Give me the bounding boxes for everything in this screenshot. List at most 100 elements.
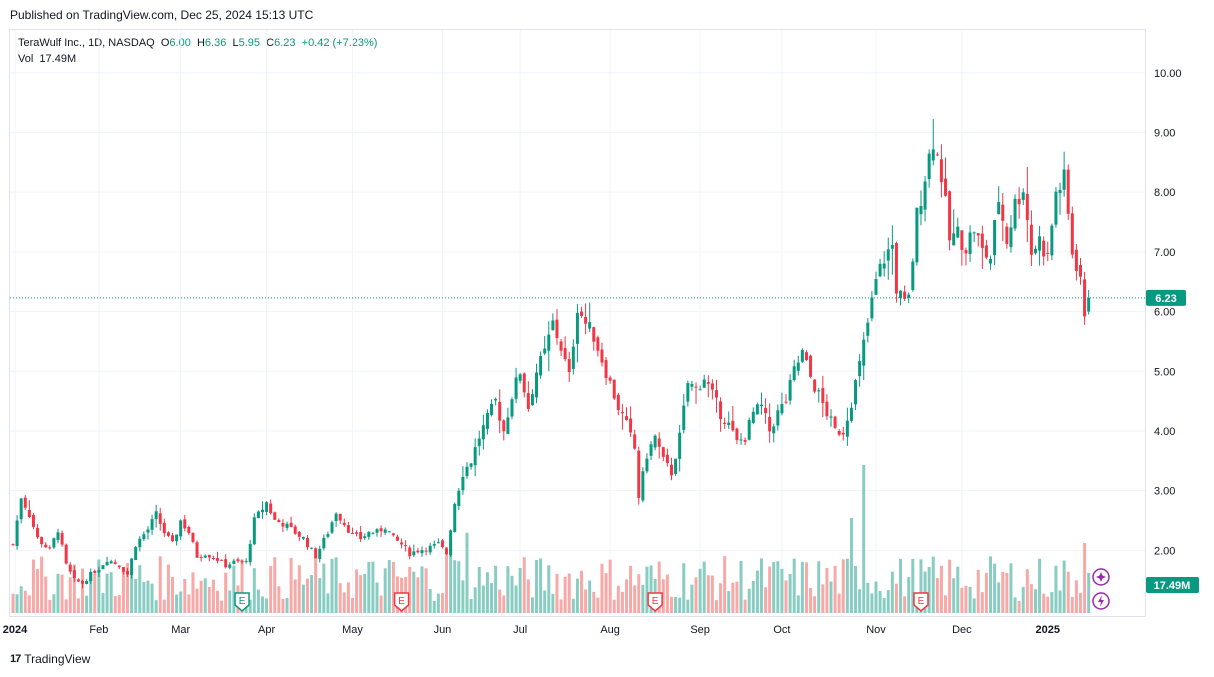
volume-bar (240, 559, 244, 613)
volume-bar (436, 593, 440, 613)
volume-bar (518, 567, 522, 613)
y-tick-label: 3.00 (1154, 486, 1175, 498)
volume-bar (596, 597, 600, 613)
candle-body (563, 348, 567, 360)
candle-body (792, 366, 796, 381)
volume-bar (113, 596, 117, 613)
volume-bar (817, 561, 821, 613)
candle-body (477, 438, 481, 447)
candle-body (334, 513, 338, 522)
volume-bar (800, 561, 804, 613)
volume-badge (1146, 577, 1199, 593)
volume-bar (44, 576, 48, 613)
candle-body (150, 519, 154, 530)
volume-bar (886, 590, 890, 613)
volume-bar (841, 559, 845, 613)
volume-bar (821, 584, 825, 613)
candle-body (281, 522, 285, 527)
candle-body (657, 438, 661, 447)
volume-bar (498, 589, 502, 613)
candle-body (346, 525, 350, 533)
candle-body (387, 531, 391, 533)
volume-bar (1001, 571, 1005, 613)
volume-bar (506, 566, 510, 613)
volume-bar (81, 568, 85, 613)
volume-bar (1025, 569, 1029, 613)
volume-bar (1038, 558, 1042, 613)
candle-body (485, 413, 489, 429)
earnings-marker-label: E (239, 596, 246, 607)
volume-bar (1083, 543, 1087, 613)
volume-bar (555, 573, 559, 613)
candle-body (183, 519, 187, 529)
volume-bar (203, 578, 207, 613)
candle-body (408, 547, 412, 557)
volume-bar (416, 577, 420, 613)
candle-body (833, 416, 837, 428)
candle-body (526, 393, 530, 409)
candle-body (915, 207, 919, 263)
volume-bar (1066, 571, 1070, 613)
candle-body (825, 401, 829, 417)
candle-body (1013, 198, 1017, 229)
volume-bar (383, 568, 387, 613)
x-tick-label: Feb (89, 624, 108, 636)
candle-body (236, 559, 240, 562)
volume-bar (338, 583, 342, 613)
candle-body (735, 428, 739, 441)
candle-body (154, 511, 158, 519)
candle-body (939, 159, 943, 183)
candle-body (203, 555, 207, 558)
volume-bar (710, 575, 714, 613)
candle-body (1029, 224, 1033, 255)
volume-bar (776, 561, 780, 613)
volume-bar (428, 588, 432, 613)
candle-body (874, 279, 878, 295)
volume-bar (600, 563, 604, 613)
candle-body (93, 571, 97, 574)
volume-bar (424, 568, 428, 613)
volume-bar (477, 566, 481, 613)
volume-bar (870, 593, 874, 613)
candle-body (694, 386, 698, 388)
candle-body (338, 513, 342, 521)
candle-body (15, 520, 19, 547)
volume-bar (661, 579, 665, 613)
x-tick-label: May (342, 624, 363, 636)
legend-close: 6.23 (274, 37, 296, 49)
volume-bar (989, 556, 993, 613)
volume-bar (1005, 572, 1009, 613)
legend-low-label: L (232, 37, 239, 49)
candle-body (453, 503, 457, 532)
candle-body (179, 520, 183, 537)
candle-body (359, 532, 363, 540)
volume-bar (784, 580, 788, 613)
volume-bar (747, 588, 751, 613)
volume-bar (755, 570, 759, 613)
candle-body (514, 377, 518, 399)
volume-bar (248, 599, 252, 613)
volume-bar (260, 596, 264, 613)
volume-bar (199, 580, 203, 613)
candle-body (841, 432, 845, 435)
volume-bar (559, 599, 563, 613)
volume-bar (285, 598, 289, 613)
volume-bar (440, 593, 444, 613)
volume-bar (604, 573, 608, 613)
candle-body (551, 320, 555, 331)
legend-symbol: TeraWulf Inc., 1D, NASDAQ (18, 37, 155, 49)
volume-bar (890, 571, 894, 613)
volume-bar (314, 557, 318, 613)
candle-body (326, 534, 330, 537)
candle-body (993, 220, 997, 256)
earnings-marker-label: E (652, 596, 659, 607)
volume-bar (449, 539, 453, 613)
candle-body (759, 404, 763, 407)
candle-body (97, 570, 101, 573)
volume-bar (68, 577, 72, 613)
volume-bar (813, 596, 817, 613)
candle-body (158, 513, 162, 524)
volume-bar (608, 559, 612, 613)
candle-body (109, 561, 113, 564)
